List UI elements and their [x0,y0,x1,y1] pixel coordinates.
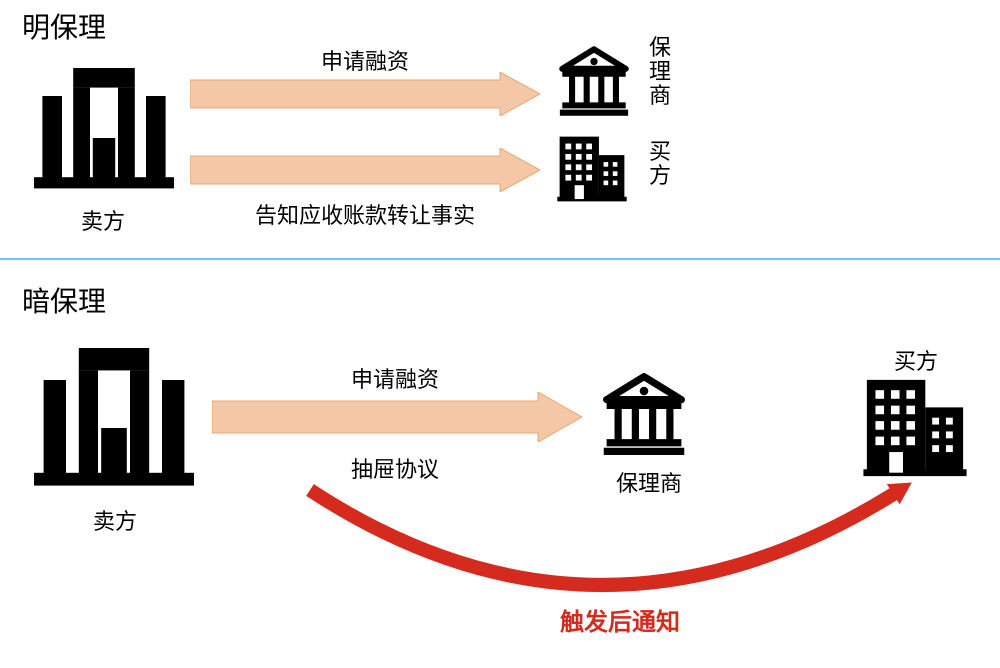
arrow1-label-top: 申请融资 [280,44,450,76]
factor-icon-top [555,42,633,120]
factor-icon-bottom [598,368,690,460]
buyer-icon-top [555,134,629,204]
seller-icon [34,54,174,194]
divider-line [0,258,1000,260]
arrow1-label-bottom: 申请融资 [310,362,480,394]
arrow-apply-financing-bottom [212,392,582,442]
factor-label-top: 保理商 [648,36,672,109]
arrow-notify-buyer [190,148,540,192]
trigger-label: 触发后通知 [560,602,680,637]
title-top: 明保理 [22,6,106,46]
arrow2-label-top: 告知应收账款转让事实 [225,198,505,230]
arrow-apply-financing-top [190,72,540,116]
buyer-label-top: 买方 [648,140,672,188]
seller-label-top: 卖方 [58,204,148,236]
seller-label-bottom: 卖方 [70,504,160,536]
buyer-label-bottom: 买方 [886,344,946,376]
seller-icon-bottom [34,332,194,492]
title-bottom: 暗保理 [22,280,106,320]
